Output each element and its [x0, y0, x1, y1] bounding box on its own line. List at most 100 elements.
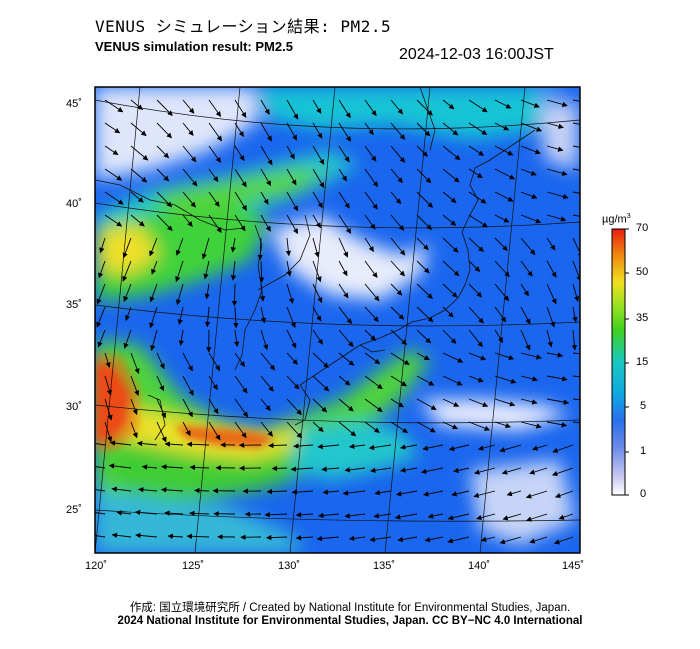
wind-arrow	[312, 329, 323, 345]
wind-arrow	[553, 536, 574, 545]
lon-label: 120˚	[85, 560, 108, 572]
colorbar-label: 5	[640, 400, 647, 412]
wind-arrow	[520, 375, 538, 382]
wind-arrow	[312, 375, 330, 392]
wind-arrow	[271, 465, 288, 472]
wind-arrow	[260, 214, 271, 232]
wind-arrow	[338, 283, 349, 299]
wind-arrow	[442, 214, 457, 226]
wind-arrow	[161, 464, 184, 470]
wind-arrow	[520, 191, 538, 199]
wind-arrow	[208, 421, 221, 441]
wind-arrow	[265, 534, 288, 541]
wind-arrow	[130, 122, 147, 137]
wind-arrow	[149, 283, 158, 303]
wind-arrow	[231, 283, 238, 307]
wind-arrow	[130, 214, 145, 227]
map-frame	[94, 86, 581, 554]
wind-arrow	[286, 168, 297, 186]
wind-arrow	[364, 191, 378, 210]
wind-arrow	[390, 168, 403, 184]
wind-arrow	[177, 306, 184, 325]
wind-arrow	[520, 306, 531, 325]
wind-arrow	[416, 352, 430, 361]
wind-arrow	[520, 214, 542, 224]
wind-arrow	[525, 513, 548, 522]
wind-arrow	[286, 352, 298, 365]
colorbar	[611, 228, 629, 496]
wind-arrow	[468, 122, 488, 135]
wind-arrow	[164, 441, 184, 447]
wind-arrow	[208, 214, 222, 233]
wind-arrow	[317, 443, 340, 450]
wind-arrow	[104, 352, 111, 368]
wind-arrow	[364, 237, 374, 252]
wind-arrow	[130, 168, 148, 183]
wind-arrow	[423, 490, 444, 497]
wind-arrow	[122, 237, 132, 259]
wind-arrow	[468, 237, 484, 252]
footer-license: 2024 National Institute for Environmenta…	[117, 615, 583, 627]
wind-arrow	[230, 260, 237, 281]
wind-arrow	[416, 122, 431, 137]
wind-arrow	[546, 283, 557, 305]
wind-arrow	[442, 306, 454, 318]
wind-arrow	[416, 260, 430, 274]
wind-arrow	[468, 329, 483, 348]
wind-arrow	[260, 122, 272, 142]
wind-arrow	[268, 442, 288, 449]
wind-arrow	[525, 490, 548, 499]
wind-arrow	[477, 444, 496, 451]
wind-arrow	[390, 237, 406, 256]
wind-arrow	[338, 398, 354, 412]
wind-arrow	[416, 306, 434, 323]
wind-arrow	[156, 191, 173, 208]
wind-arrow	[468, 398, 489, 408]
wind-arrow	[554, 490, 574, 499]
wind-arrow	[260, 421, 273, 437]
wind-arrow	[125, 306, 132, 322]
wind-arrow	[160, 487, 184, 493]
wind-arrow	[293, 443, 314, 449]
wind-arrow	[494, 375, 517, 384]
wind-arrow	[390, 214, 405, 231]
wind-arrow	[468, 283, 483, 298]
wind-arrow	[572, 122, 580, 125]
wind-arrow	[234, 168, 247, 188]
wind-arrow	[546, 375, 568, 382]
page-subtitle: VENUS simulation result: PM2.5	[95, 39, 293, 54]
wind-arrow	[257, 237, 263, 261]
wind-arrow	[494, 122, 510, 131]
wind-arrow	[104, 421, 113, 443]
wind-arrow	[546, 260, 557, 278]
wind-arrow	[175, 237, 184, 256]
wind-arrow	[416, 237, 429, 251]
wind-arrow	[364, 375, 383, 390]
wind-arrow	[95, 466, 106, 469]
wind-arrow	[447, 536, 470, 544]
wind-arrow	[260, 168, 272, 187]
wind-arrow	[109, 440, 132, 446]
wind-arrow	[104, 145, 119, 156]
wind-arrow	[572, 375, 580, 378]
wind-arrow	[203, 260, 210, 280]
wind-arrow	[364, 352, 381, 365]
wind-arrow	[400, 467, 418, 473]
wind-arrow	[156, 375, 165, 392]
wind-arrow	[468, 145, 485, 156]
wind-arrow	[111, 532, 132, 538]
wind-arrow	[96, 306, 106, 328]
wind-arrow	[416, 398, 437, 410]
wind-arrow	[494, 191, 514, 202]
wind-arrow	[390, 306, 405, 320]
wind-arrow	[156, 398, 166, 419]
wind-arrow	[260, 306, 267, 324]
wind-arrow	[494, 260, 510, 278]
wind-arrow	[390, 122, 406, 140]
wind-arrow	[416, 168, 432, 184]
wind-arrow	[416, 375, 435, 386]
wind-arrow	[260, 329, 269, 351]
wind-arrow	[416, 283, 433, 299]
wind-arrow	[546, 352, 564, 358]
wind-arrow	[151, 260, 158, 275]
